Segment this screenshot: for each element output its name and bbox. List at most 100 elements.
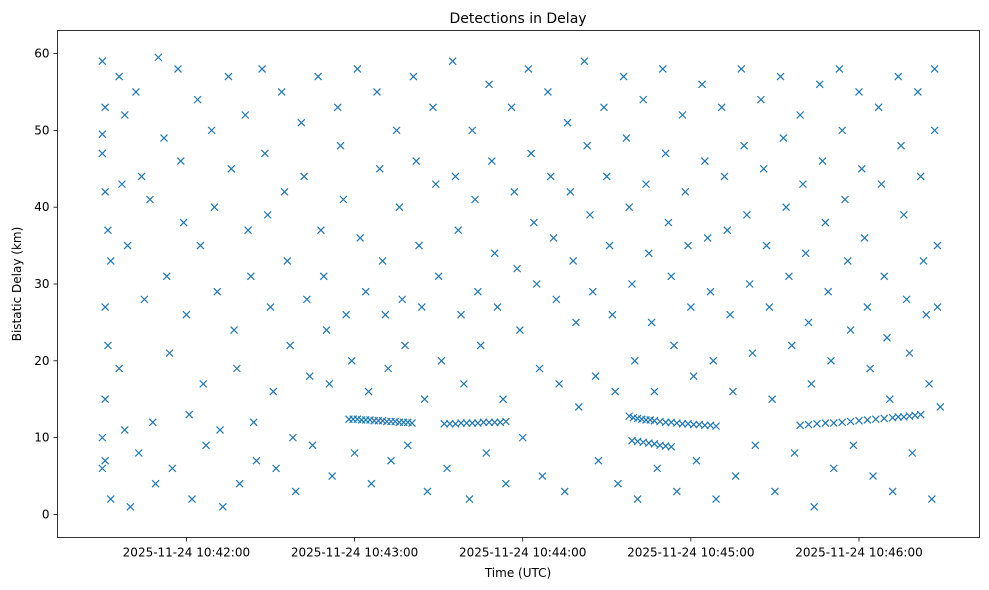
data-point-detections [375, 164, 384, 173]
data-point-detections [614, 479, 622, 488]
data-point-detections [869, 472, 877, 480]
data-point-detections [373, 88, 381, 96]
data-point-detections [591, 372, 600, 381]
data-point-tracks [838, 418, 847, 427]
data-point-detections [493, 303, 502, 311]
data-point-tracks [485, 418, 493, 427]
data-point-detections [586, 210, 594, 219]
data-point-detections [454, 226, 463, 235]
data-point-detections [252, 456, 261, 465]
data-point-detections [888, 487, 897, 496]
data-point-detections [196, 241, 205, 250]
data-point-detections [367, 479, 376, 488]
data-point-detections [552, 295, 561, 304]
data-point-detections [770, 487, 779, 496]
data-point-detections [801, 249, 810, 258]
data-point-detections [611, 387, 620, 396]
data-point-detections [726, 310, 735, 319]
data-point-detections [182, 310, 191, 319]
data-point-detections [927, 495, 936, 504]
data-point-detections [258, 64, 267, 73]
data-point-detections [409, 72, 418, 81]
data-point-detections [644, 249, 653, 258]
data-point-detections [490, 249, 499, 258]
data-point-detections [140, 295, 149, 304]
data-point-detections [120, 111, 129, 119]
data-point-detections [913, 88, 922, 96]
data-point-detections [395, 203, 404, 212]
data-point-detections [207, 126, 216, 135]
data-point-detections [423, 487, 432, 496]
data-point-detections [185, 410, 194, 419]
data-point-detections [412, 157, 421, 166]
data-point-detections [443, 464, 451, 473]
data-point-detections [574, 402, 583, 411]
data-point-detections [796, 111, 805, 119]
data-point-detections [849, 441, 858, 450]
data-point-detections [263, 210, 272, 219]
data-point-detections [235, 479, 244, 488]
data-point-detections [759, 164, 768, 173]
data-point-detections [838, 126, 847, 135]
data-point-detections [210, 203, 219, 212]
data-point-tracks [804, 420, 813, 429]
data-point-detections [378, 257, 387, 265]
data-point-detections [538, 472, 547, 480]
data-point-detections [314, 72, 323, 81]
data-point-detections [401, 341, 409, 350]
data-point-detections [227, 164, 236, 173]
data-point-detections [448, 57, 457, 66]
data-points [98, 53, 945, 511]
data-point-detections [308, 441, 317, 450]
data-point-detections [899, 210, 908, 219]
data-point-detections [165, 349, 174, 358]
data-point-detections [524, 64, 533, 73]
data-point-detections [563, 118, 572, 127]
data-point-detections [818, 157, 827, 166]
data-point-detections [717, 103, 726, 112]
data-point-detections [670, 341, 678, 350]
data-point-detections [560, 487, 569, 496]
y-tick-label: 40 [34, 200, 49, 214]
data-point-tracks [863, 416, 872, 424]
data-point-detections [846, 326, 855, 335]
data-point-tracks [700, 421, 709, 430]
data-point-detections [544, 88, 552, 96]
data-point-detections [291, 487, 300, 496]
x-tick-label: 2025-11-24 10:45:00 [627, 546, 754, 560]
data-point-detections [286, 341, 295, 350]
data-point-detections [686, 303, 695, 311]
data-point-detections [104, 226, 112, 235]
data-point-detections [283, 257, 292, 265]
y-tick-label: 0 [42, 507, 50, 521]
data-point-detections [658, 64, 667, 73]
data-point-detections [199, 379, 208, 388]
data-point-detections [188, 495, 196, 504]
data-point-detections [863, 303, 872, 311]
data-point-detections [740, 141, 749, 150]
data-point-tracks [894, 412, 903, 421]
axis-ticks: 2025-11-24 10:42:00 2025-11-24 10:43:00 20… [34, 47, 923, 560]
data-point-detections [106, 495, 115, 504]
data-point-detections [919, 257, 928, 265]
data-point-tracks [678, 419, 687, 428]
data-point-detections [431, 180, 440, 189]
data-point-detections [706, 287, 715, 296]
data-point-detections [860, 233, 869, 242]
data-point-detections [160, 134, 168, 142]
data-point-tracks [667, 442, 676, 451]
data-point-detections [883, 333, 891, 342]
data-point-detections [288, 433, 297, 442]
data-point-detections [364, 387, 373, 396]
data-point-tracks [440, 419, 449, 428]
data-point-detections [633, 495, 642, 504]
data-point-tracks [625, 412, 634, 421]
y-tick-label: 10 [34, 431, 49, 445]
data-point-detections [933, 303, 942, 311]
data-point-detections [515, 326, 524, 335]
data-point-detections [555, 379, 564, 388]
data-point-detections [728, 387, 737, 396]
data-point-detections [300, 172, 309, 181]
data-point-detections [269, 387, 278, 396]
